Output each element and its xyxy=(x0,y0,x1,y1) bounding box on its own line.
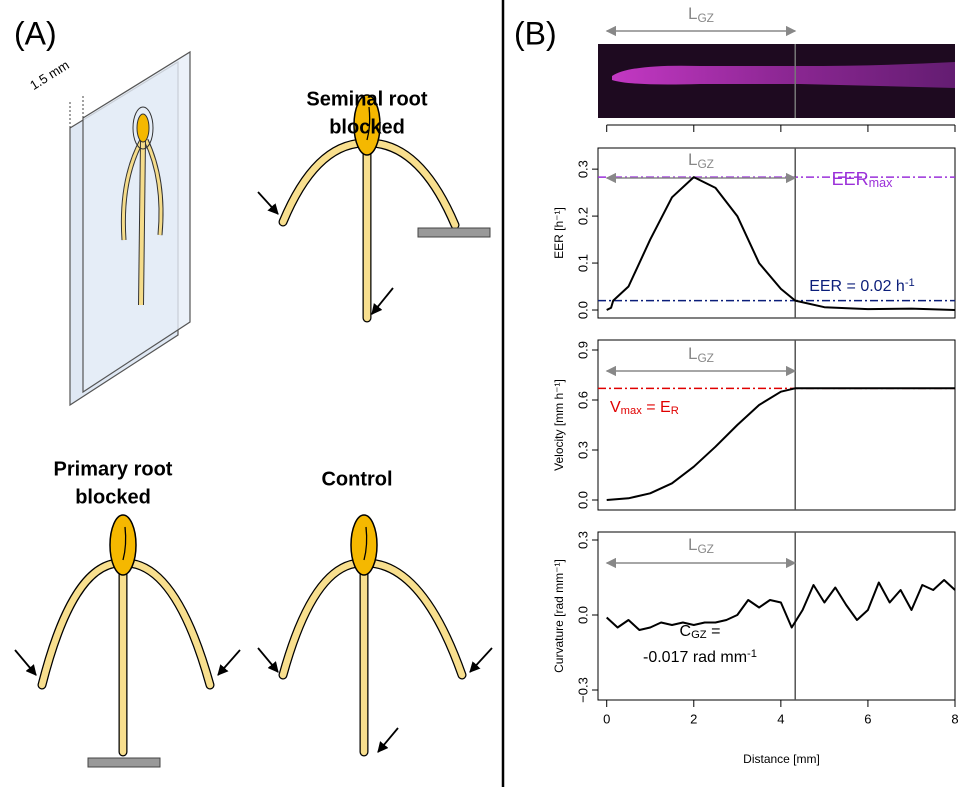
annotation: -0.017 rad mm-1 xyxy=(643,648,757,667)
plot-box xyxy=(597,147,956,319)
annotation-part: V xyxy=(610,399,621,416)
x-axis-label: Distance [mm] xyxy=(743,752,820,766)
annotation-part: max xyxy=(869,176,893,190)
root xyxy=(367,139,459,229)
annotation-part: R xyxy=(671,405,679,417)
root xyxy=(122,558,215,690)
annotation: Vmax = ER xyxy=(610,399,679,417)
annotation-part: L xyxy=(688,150,697,169)
x-tick-label: 8 xyxy=(951,711,958,726)
seedling-title: Control xyxy=(321,468,392,490)
annotation: CGZ = xyxy=(680,623,721,641)
root xyxy=(278,138,368,227)
annotation: LGZ xyxy=(688,535,714,555)
seed-line xyxy=(363,526,368,561)
y-axis-label: Velocity [mm h⁻¹] xyxy=(552,379,566,471)
arrow xyxy=(377,727,399,753)
annotation-part: -1 xyxy=(747,648,757,660)
root xyxy=(364,559,466,679)
arrow xyxy=(469,647,493,673)
annotation-part: GZ xyxy=(697,351,714,365)
annotation: LGZ xyxy=(688,150,714,170)
root xyxy=(37,558,124,690)
annotation-part: = xyxy=(707,623,721,640)
annotation-part: EER xyxy=(832,169,869,189)
arrow xyxy=(371,287,394,315)
seed xyxy=(350,514,378,576)
root xyxy=(123,559,214,689)
y-tick-label: 0.0 xyxy=(575,491,590,509)
annotation-part: max xyxy=(621,405,643,417)
annotation: EERmax xyxy=(832,169,894,190)
annotation-part: L xyxy=(688,535,697,554)
seedling-title: Primary root xyxy=(54,458,173,480)
seed xyxy=(109,514,137,576)
y-tick-label: 0.3 xyxy=(575,531,590,549)
root-image xyxy=(598,44,955,118)
annotation-part: GZ xyxy=(697,542,714,556)
x-tick-label: 6 xyxy=(864,711,871,726)
annotation-part: C xyxy=(680,623,692,640)
root xyxy=(366,138,460,230)
panel-label: (B) xyxy=(514,15,557,51)
seed-line xyxy=(122,526,127,561)
seedling-title: blocked xyxy=(329,116,405,138)
y-tick-label: 0.9 xyxy=(575,341,590,359)
x-tick-label: 4 xyxy=(777,711,784,726)
data-line xyxy=(606,176,956,311)
annotation-part: GZ xyxy=(697,157,714,171)
x-tick-label: 0 xyxy=(603,711,610,726)
arrow xyxy=(257,647,279,673)
root xyxy=(279,559,364,679)
data-line xyxy=(606,579,956,631)
arrow xyxy=(257,191,279,215)
plate-thickness: 1.5 mm xyxy=(27,57,72,93)
annotation-part: = E xyxy=(642,399,671,416)
annotation: LGZ xyxy=(688,344,714,364)
panel-label: (A) xyxy=(14,15,57,51)
annotation-part: -0.017 rad mm xyxy=(643,649,747,666)
y-tick-label: 0.3 xyxy=(575,160,590,178)
blocker xyxy=(87,757,161,768)
data-line xyxy=(606,387,955,501)
annotation-part: GZ xyxy=(697,11,714,25)
seed xyxy=(353,94,381,156)
root xyxy=(363,558,467,680)
blocker xyxy=(417,227,491,238)
y-tick-label: 0.6 xyxy=(575,391,590,409)
annotation-part: EER = 0.02 h xyxy=(809,278,905,295)
y-tick-label: 0.0 xyxy=(575,301,590,319)
y-tick-label: 0.2 xyxy=(575,207,590,225)
plot-box xyxy=(597,339,956,511)
annotation-part: GZ xyxy=(691,629,707,641)
arrow xyxy=(14,649,37,676)
annotation-part: L xyxy=(688,344,697,363)
seedling-title: Seminal root xyxy=(306,88,427,110)
arrow xyxy=(217,649,241,676)
y-tick-label: 0.3 xyxy=(575,441,590,459)
annotation: EER = 0.02 h-1 xyxy=(809,277,915,296)
y-tick-label: 0.1 xyxy=(575,254,590,272)
x-tick-label: 2 xyxy=(690,711,697,726)
root xyxy=(278,558,365,680)
seedling-title: blocked xyxy=(75,486,151,508)
y-tick-label: 0.0 xyxy=(575,606,590,624)
root xyxy=(279,139,367,226)
annotation-part: -1 xyxy=(905,277,915,289)
annotation-part: L xyxy=(688,4,697,23)
y-tick-label: −0.3 xyxy=(575,677,590,703)
annotation: LGZ xyxy=(688,4,714,24)
y-axis-label: EER [h⁻¹] xyxy=(552,207,566,259)
seed-line xyxy=(366,106,371,141)
y-axis-label: Curvature [rad mm⁻¹] xyxy=(552,559,566,673)
plot-box xyxy=(597,531,956,701)
plate-sketch xyxy=(69,50,191,407)
root xyxy=(38,559,123,689)
